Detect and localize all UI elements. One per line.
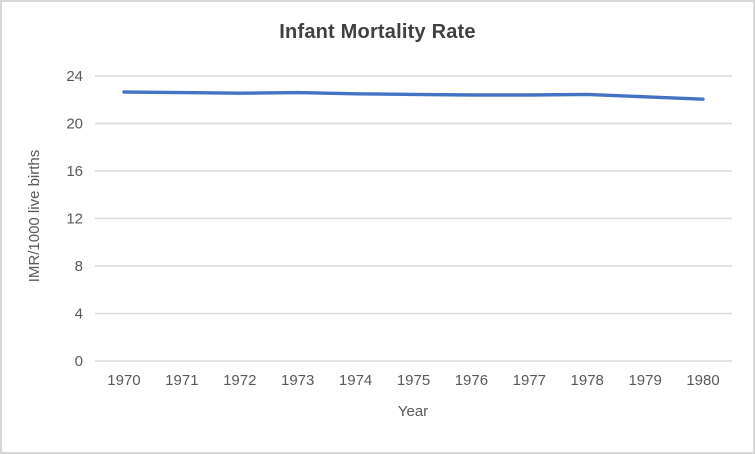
y-tick-label: 20 — [66, 116, 83, 133]
x-tick-label: 1979 — [628, 372, 661, 389]
x-tick-label: 1974 — [339, 372, 372, 389]
x-tick-label: 1971 — [165, 372, 198, 389]
y-axis-title: IMR/1000 live births — [26, 150, 43, 283]
x-tick-label: 1980 — [686, 372, 719, 389]
y-axis-tick-labels: 0 4 8 12 16 20 24 — [66, 68, 83, 370]
gridlines — [95, 75, 732, 362]
chart-title: Infant Mortality Rate — [279, 21, 476, 43]
y-tick-label: 16 — [66, 163, 83, 180]
x-tick-label: 1978 — [571, 372, 604, 389]
x-tick-label: 1976 — [455, 372, 488, 389]
y-tick-label: 8 — [75, 258, 83, 275]
x-tick-label: 1970 — [107, 372, 140, 389]
y-tick-label: 4 — [75, 306, 83, 323]
y-tick-label: 0 — [75, 353, 83, 370]
x-tick-label: 1977 — [513, 372, 546, 389]
x-tick-label: 1972 — [223, 372, 256, 389]
x-axis-title: Year — [398, 403, 428, 420]
x-axis-tick-labels: 1970 1971 1972 1973 1974 1975 1976 1977 1978 1979… — [107, 372, 719, 389]
series-line-infant-mortality — [122, 90, 705, 101]
y-tick-label: 12 — [66, 211, 83, 228]
data-series — [122, 90, 705, 101]
y-tick-label: 24 — [66, 68, 83, 85]
x-tick-label: 1973 — [281, 372, 314, 389]
x-tick-label: 1975 — [397, 372, 430, 389]
